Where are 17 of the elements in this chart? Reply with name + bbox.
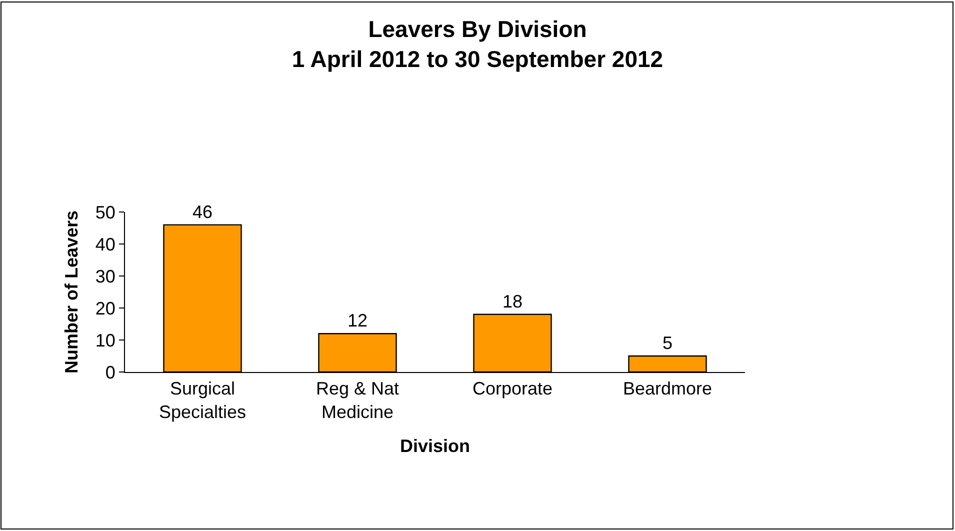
data-label: 46 bbox=[192, 202, 213, 222]
data-label: 12 bbox=[347, 310, 368, 331]
x-axis-title: Division bbox=[400, 436, 470, 456]
chart-title: Leavers By Division 1 April 2012 to 30 September 2012 bbox=[292, 16, 664, 72]
y-tick-label: 0 bbox=[105, 362, 116, 382]
y-tick-label: 10 bbox=[95, 330, 116, 350]
y-tick-label: 30 bbox=[95, 266, 116, 286]
x-tick-label: Corporate bbox=[472, 378, 553, 399]
y-tick-label: 50 bbox=[95, 202, 116, 222]
y-tick-label: 20 bbox=[95, 298, 116, 318]
y-axis-title: Number of Leavers bbox=[62, 210, 82, 374]
x-tick-label: Reg & Nat Medicine bbox=[316, 378, 400, 422]
data-label: 18 bbox=[502, 291, 523, 312]
x-tick-label: Beardmore bbox=[622, 378, 712, 399]
y-tick-label: 40 bbox=[95, 234, 116, 254]
x-tick-label: Surgical Specialties bbox=[158, 378, 246, 422]
data-label: 5 bbox=[662, 333, 673, 353]
